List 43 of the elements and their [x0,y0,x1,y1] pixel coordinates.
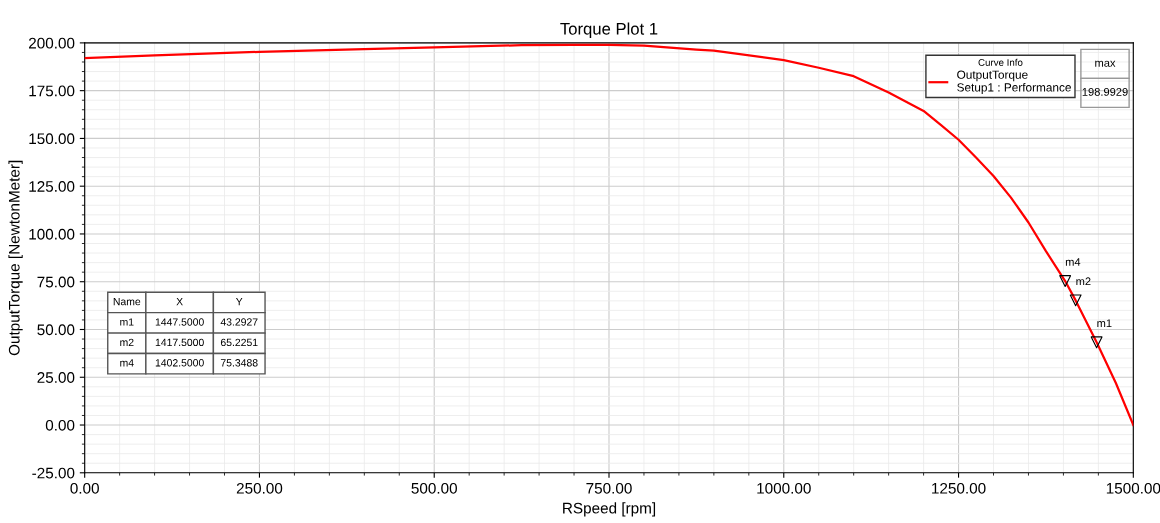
annotation: max [1095,60,1116,67]
point [1059,275,1072,287]
annotation: 1447.5000 [155,318,204,326]
x-tick-label: 1250.00 [932,482,986,494]
annotation: m2 [120,338,134,346]
annotation: m4 [1065,258,1081,266]
annotation: Y [235,297,243,306]
y-tick-label: 150.00 [29,133,75,145]
legend-title: Curve Info [978,58,1023,66]
y-tick-label: 175.00 [29,85,75,97]
x-tick-label: 500.00 [411,482,457,494]
x-axis-title: RSpeed [rpm] [563,502,656,517]
annotation: m1 [1097,319,1112,328]
annotation: m4 [120,359,134,367]
y-tick-label: 75.00 [37,276,75,288]
annotation: m1 [120,318,134,326]
y-tick-label: 125.00 [29,181,75,192]
annotation: 1402.5000 [155,359,204,367]
x-tick-label: 750.00 [586,482,632,494]
chart-title: Torque Plot 1 [560,22,658,39]
annotation: m2 [1076,277,1091,286]
x-tick-label: 250.00 [236,482,283,494]
point [1069,294,1082,307]
y-axis-title: OutputTorque [NewtonMeter] [8,160,23,356]
annotation: 75.3488 [220,359,258,367]
y-tick-label: 200.00 [29,37,75,49]
y-tick-label: 25.00 [37,372,75,383]
x-tick-label: 0.00 [70,482,99,494]
point [1090,336,1103,349]
annotation: 198.9929 [1082,87,1128,96]
y-tick-label: 50.00 [37,324,75,336]
annotation: 1417.5000 [155,338,204,347]
annotation: Name [113,297,141,306]
x-tick-label: 1000.00 [757,482,811,494]
annotation: 43.2927 [220,318,258,326]
annotation: Setup1 : Performance [957,82,1071,94]
y-tick-label: 0.00 [45,419,75,431]
annotation: X [176,297,183,306]
legend-label: OutputTorque [957,70,1028,82]
annotation: 65.2251 [220,338,258,347]
x-tick-label: 1500.00 [1106,482,1160,494]
y-tick-label: 100.00 [29,228,75,240]
y-tick-label: -25.00 [32,467,75,479]
